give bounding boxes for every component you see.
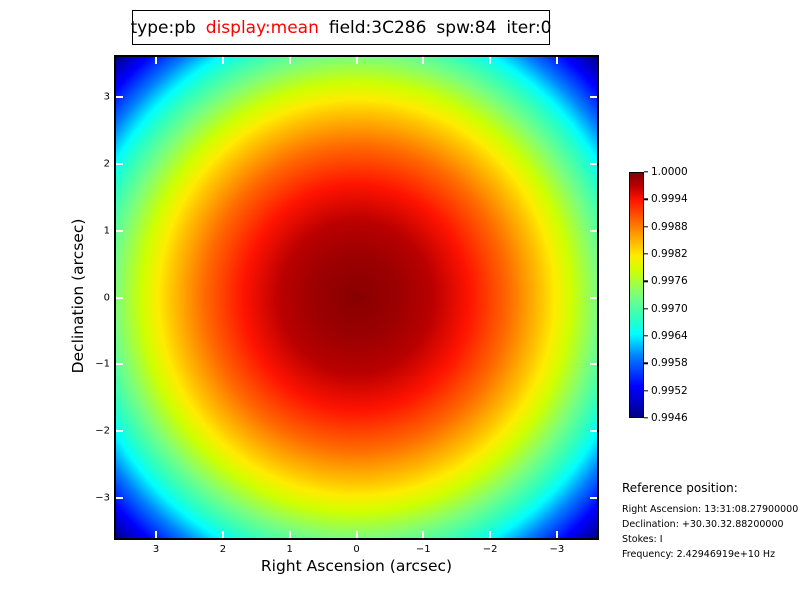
colorbar-tick-mark — [644, 171, 648, 173]
x-tick-mark — [288, 57, 291, 64]
title-display: display:mean — [205, 17, 319, 38]
x-tick-label: −1 — [415, 544, 431, 555]
y-tick-mark — [590, 162, 597, 165]
x-tick-mark — [221, 57, 224, 64]
y-tick-mark — [590, 96, 597, 99]
reference-stokes: Stokes: I — [622, 534, 663, 545]
y-tick-label: 3 — [103, 91, 110, 103]
x-tick-mark — [555, 57, 558, 64]
y-axis-title: Declination (arcsec) — [69, 218, 87, 374]
colorbar-tick-mark — [644, 225, 648, 228]
beam-heatmap[interactable] — [114, 55, 599, 540]
y-tick-mark — [590, 363, 597, 366]
y-tick-mark — [590, 229, 597, 232]
colorbar-area: 1.0000 0.9994 0.9988 0.9982 0.9976 0.997… — [629, 166, 688, 424]
colorbar-tick-mark — [644, 253, 648, 255]
x-tick-label: 1 — [286, 544, 293, 555]
x-tick-label: 0 — [353, 544, 360, 555]
colorbar-tick-label: 0.9958 — [651, 357, 688, 370]
colorbar-tick-label: 0.9970 — [651, 302, 688, 315]
reference-heading: Reference position: — [622, 481, 738, 495]
y-tick-mark — [116, 229, 123, 232]
colorbar-tick-mark — [644, 307, 648, 310]
reference-declination: Declination: +30.30.32.88200000 — [622, 519, 784, 530]
x-tick-mark — [489, 531, 492, 538]
colorbar-tick-label: 0.9946 — [651, 412, 688, 424]
colorbar-tick-label: 0.9982 — [651, 247, 688, 260]
y-tick-mark — [116, 363, 123, 366]
x-tick-mark — [155, 531, 158, 538]
colorbar-tick-label: 0.9988 — [651, 220, 688, 233]
x-tick-mark — [288, 531, 291, 538]
y-tick-mark — [116, 162, 123, 165]
colorbar-tick-label: 0.9994 — [651, 193, 688, 206]
x-tick-mark — [355, 531, 358, 538]
x-tick-mark — [355, 57, 358, 64]
y-tick-label: 1 — [103, 225, 110, 237]
y-tick-label: 0 — [103, 292, 110, 303]
colorbar-tick-label: 1.0000 — [651, 166, 688, 178]
x-tick-mark — [422, 57, 425, 64]
colorbar-tick-label: 0.9964 — [651, 330, 688, 342]
x-tick-mark — [221, 531, 224, 538]
x-tick-labels: 3 2 1 0 −1 −2 −3 — [116, 543, 597, 556]
colorbar-tick-label: 0.9952 — [651, 384, 688, 397]
y-tick-mark — [590, 496, 597, 499]
y-tick-label: 2 — [103, 158, 110, 170]
colorbar-tick-label: 0.9976 — [651, 275, 688, 288]
colorbar — [629, 172, 644, 418]
title-iter: iter:0 — [506, 17, 552, 38]
y-tick-mark — [590, 430, 597, 433]
title-type: type:pb — [130, 17, 196, 38]
x-tick-label: 2 — [219, 544, 227, 555]
x-tick-label: −3 — [549, 544, 565, 555]
y-tick-label: −3 — [95, 492, 110, 504]
y-tick-label: −1 — [95, 358, 110, 370]
x-tick-label: 3 — [152, 544, 160, 555]
y-tick-mark — [590, 296, 597, 299]
colorbar-tick-mark — [644, 389, 648, 392]
title-spw: spw:84 — [436, 17, 497, 38]
reference-right-ascension: Right Ascension: 13:31:08.27900000 — [622, 504, 799, 515]
x-tick-mark — [489, 57, 492, 64]
x-tick-mark — [555, 531, 558, 538]
colorbar-tick-mark — [644, 335, 648, 337]
y-tick-mark — [116, 96, 123, 99]
x-tick-mark — [155, 57, 158, 64]
colorbar-tick-mark — [644, 198, 648, 201]
y-tick-mark — [116, 296, 123, 299]
plot-title-box: type:pb display:mean field:3C286 spw:84 … — [130, 10, 552, 45]
x-tick-mark — [422, 531, 425, 538]
y-tick-mark — [116, 496, 123, 499]
reference-position-block: Reference position: Right Ascension: 13:… — [622, 481, 799, 562]
colorbar-tick-mark — [644, 362, 648, 365]
x-tick-label: −2 — [482, 544, 498, 555]
y-tick-label: −2 — [95, 425, 110, 437]
colorbar-tick-mark — [644, 417, 648, 419]
title-field: field:3C286 — [328, 17, 427, 38]
colorbar-tick-mark — [644, 280, 648, 283]
reference-frequency: Frequency: 2.42946919e+10 Hz — [622, 549, 776, 560]
y-tick-mark — [116, 430, 123, 433]
y-tick-labels: 3 2 1 0 −1 −2 −3 — [84, 57, 110, 538]
x-axis-title: Right Ascension (arcsec) — [260, 557, 453, 575]
